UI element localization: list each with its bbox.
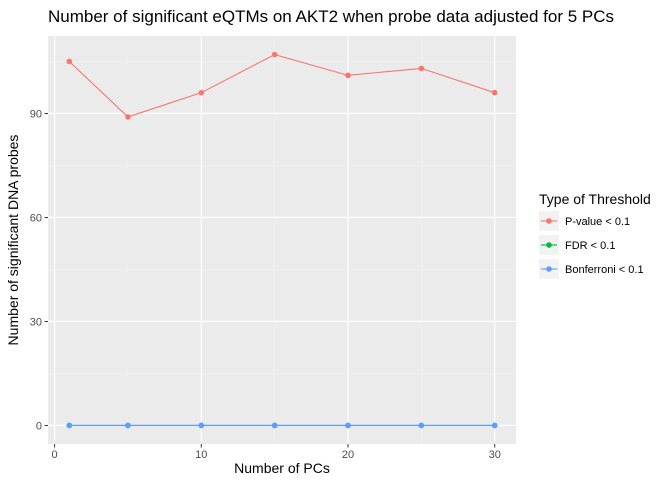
legend-items: P-value < 0.1 FDR < 0.1 Bonferroni < 0.1 [539, 211, 644, 279]
legend-label: P-value < 0.1 [565, 216, 630, 228]
x-axis-label: Number of PCs [234, 460, 330, 476]
data-point [418, 422, 425, 429]
series-layer [66, 51, 498, 429]
x-axis-ticks: 0 10 20 30 [52, 444, 501, 461]
data-point [418, 65, 425, 72]
minor-gridlines [48, 36, 516, 444]
data-point [271, 51, 278, 58]
data-point [125, 114, 131, 120]
legend-item: Bonferroni < 0.1 [539, 259, 644, 279]
y-tick-label: 30 [30, 316, 42, 328]
y-tick-label: 0 [36, 420, 42, 432]
data-point [345, 422, 351, 429]
data-point [66, 422, 73, 429]
data-point [198, 422, 205, 429]
legend-item: FDR < 0.1 [539, 235, 615, 255]
y-tick-label: 60 [30, 212, 42, 224]
legend-item: P-value < 0.1 [539, 211, 630, 231]
x-tick-label: 10 [195, 449, 207, 461]
series-2 [66, 422, 498, 429]
data-point [271, 422, 278, 429]
y-axis-ticks: 0 30 60 90 [30, 108, 48, 432]
y-axis-label: Number of significant DNA probes [5, 135, 21, 346]
data-point [66, 58, 73, 65]
legend: Type of Threshold P-value < 0.1 FDR < 0.1… [539, 191, 651, 279]
chart-title: Number of significant eQTMs on AKT2 when… [48, 7, 614, 26]
y-tick-label: 90 [30, 108, 42, 120]
legend-key-point [546, 266, 552, 272]
legend-title: Type of Threshold [539, 191, 651, 207]
x-tick-label: 20 [342, 449, 354, 461]
legend-key-point [546, 218, 552, 224]
data-point [491, 89, 498, 96]
x-tick-label: 30 [489, 449, 501, 461]
legend-key-point [546, 242, 552, 248]
legend-label: FDR < 0.1 [565, 240, 615, 252]
data-point [125, 422, 131, 429]
data-point [198, 89, 205, 96]
legend-label: Bonferroni < 0.1 [565, 264, 644, 276]
data-point [345, 72, 351, 79]
series-0 [66, 51, 498, 120]
data-point [491, 422, 498, 429]
x-tick-label: 0 [52, 449, 58, 461]
plot-panel [48, 36, 516, 444]
